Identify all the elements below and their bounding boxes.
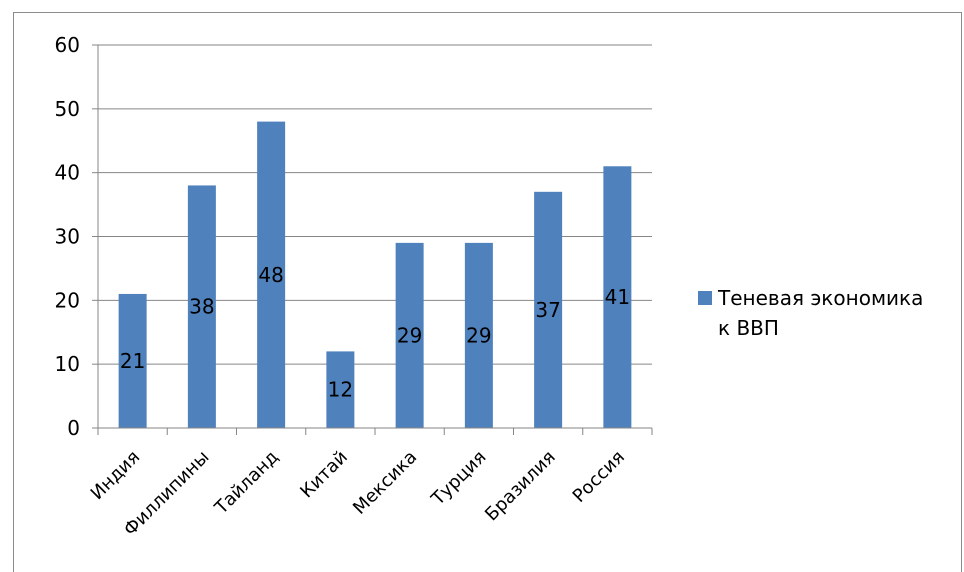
y-tick-label: 0 (67, 416, 80, 440)
bar (257, 121, 286, 428)
x-category-label: Индия (87, 447, 144, 504)
data-label: 29 (466, 323, 491, 347)
y-tick-label: 30 (55, 225, 80, 249)
legend-label-line1: Теневая экономика (717, 286, 923, 310)
data-label: 12 (328, 378, 353, 402)
bar (464, 242, 493, 428)
x-category-label: Мексика (349, 447, 421, 519)
x-category-label: Бразилия (481, 447, 560, 526)
bar (118, 293, 147, 428)
data-label: 41 (605, 285, 630, 309)
data-label: 48 (258, 263, 283, 287)
x-category-label: Китай (296, 447, 352, 503)
data-label: 21 (120, 349, 145, 373)
bar (326, 351, 355, 428)
bar (534, 191, 563, 428)
x-category-label: Россия (569, 447, 629, 507)
bar (395, 242, 424, 428)
y-tick-label: 50 (55, 97, 80, 121)
x-category-label: Турция (427, 447, 491, 511)
data-label: 37 (535, 298, 560, 322)
legend-label-line2: к ВВП (718, 316, 779, 340)
y-tick-label: 40 (55, 161, 80, 185)
legend-swatch (698, 291, 712, 305)
y-tick-label: 10 (55, 352, 80, 376)
x-category-label: Тайланд (210, 447, 282, 519)
y-tick-label: 20 (55, 288, 80, 312)
bar (603, 166, 632, 429)
data-label: 38 (189, 295, 214, 319)
y-tick-label: 60 (55, 33, 80, 57)
data-label: 29 (397, 323, 422, 347)
bar (187, 185, 216, 428)
